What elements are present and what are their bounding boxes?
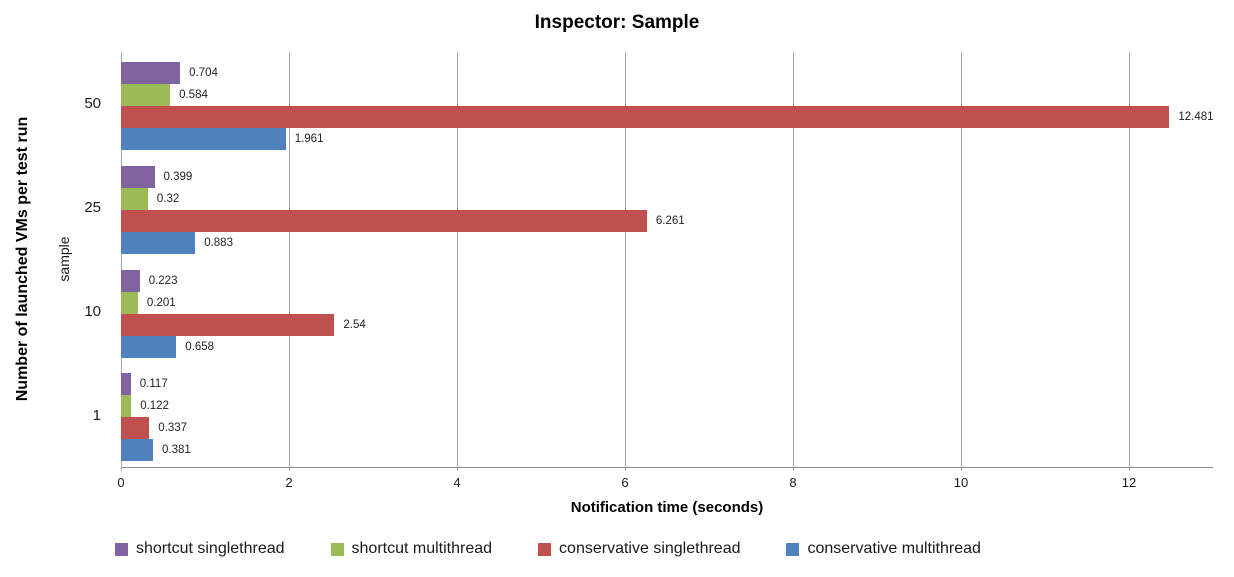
gridline-x-12 bbox=[1129, 52, 1130, 471]
bar-value-label: 0.883 bbox=[204, 236, 233, 249]
legend-item-conservative-multithread: conservative multithread bbox=[786, 540, 981, 558]
bar-shortcut-multithread-10 bbox=[121, 291, 138, 314]
bar-shortcut-singlethread-1 bbox=[121, 373, 131, 396]
x-tick-label-6: 6 bbox=[621, 475, 629, 490]
bar-shortcut-multithread-50 bbox=[121, 84, 171, 106]
bar-value-label: 12.481 bbox=[1178, 111, 1214, 123]
x-axis-title: Notification time (seconds) bbox=[570, 499, 764, 516]
y-category-label-10: 10 bbox=[84, 302, 101, 320]
bar-conservative-singlethread-25 bbox=[121, 209, 647, 232]
plot-area: 0.704 0.584 12.481 1.961 0.399 0.32 6.261 0.883… bbox=[121, 52, 1214, 471]
category-band-10: 0.223 0.201 2.54 0.658 bbox=[121, 260, 1213, 364]
category-band-50: 0.704 0.584 12.481 1.961 bbox=[121, 52, 1214, 156]
x-tick-label-10: 10 bbox=[953, 475, 969, 490]
gridline-x-6 bbox=[625, 52, 626, 471]
bar-value-label: 6.261 bbox=[655, 214, 685, 227]
y-category-label-1: 1 bbox=[92, 406, 101, 424]
legend-swatch-icon bbox=[538, 542, 552, 556]
bar-value-label: 0.32 bbox=[156, 192, 180, 205]
x-tick-label-0: 0 bbox=[117, 475, 125, 490]
bar-value-label: 1.961 bbox=[294, 133, 324, 145]
x-tick-label-8: 8 bbox=[789, 475, 797, 490]
bar-conservative-multithread-50 bbox=[121, 128, 286, 150]
x-tick-label-4: 4 bbox=[453, 475, 461, 490]
bar-value-label: 2.54 bbox=[343, 318, 366, 331]
legend-item-conservative-singlethread: conservative singlethread bbox=[538, 540, 740, 558]
bar-value-label: 0.337 bbox=[158, 422, 188, 435]
category-band-25: 0.399 0.32 6.261 0.883 bbox=[121, 156, 1213, 260]
legend-item-shortcut-multithread: shortcut multithread bbox=[330, 540, 493, 558]
legend-swatch-icon bbox=[786, 542, 800, 556]
bar-value-label: 0.223 bbox=[148, 274, 178, 287]
x-tick-label-2: 2 bbox=[285, 475, 293, 490]
legend-swatch-icon bbox=[115, 542, 128, 556]
bar-shortcut-multithread-1 bbox=[121, 395, 132, 418]
legend-label: conservative singlethread bbox=[559, 540, 741, 557]
bar-conservative-singlethread-50 bbox=[121, 106, 1170, 128]
bar-value-label: 0.117 bbox=[139, 378, 168, 391]
bar-shortcut-multithread-25 bbox=[121, 187, 148, 210]
y-category-label-25: 25 bbox=[84, 199, 101, 217]
bar-value-label: 0.381 bbox=[162, 444, 191, 457]
gridline-x-4 bbox=[457, 52, 458, 471]
gridline-x-0 bbox=[121, 52, 122, 471]
bar-shortcut-singlethread-50 bbox=[121, 62, 181, 84]
legend-label: conservative multithread bbox=[807, 540, 981, 557]
bar-conservative-singlethread-10 bbox=[121, 313, 335, 336]
bar-conservative-singlethread-1 bbox=[121, 417, 150, 440]
bar-value-label: 0.122 bbox=[140, 400, 169, 413]
bar-value-label: 0.704 bbox=[189, 67, 218, 79]
bar-shortcut-singlethread-10 bbox=[121, 269, 140, 292]
bar-value-label: 0.584 bbox=[179, 89, 208, 101]
gridline-x-2 bbox=[289, 52, 290, 471]
category-band-1: 0.117 0.122 0.337 0.381 bbox=[121, 363, 1213, 467]
y-axis-category-labels: 50 25 10 1 bbox=[0, 52, 113, 467]
legend-label: shortcut multithread bbox=[351, 540, 493, 557]
legend-label: shortcut singlethread bbox=[136, 540, 285, 557]
y-category-label-50: 50 bbox=[84, 95, 101, 113]
x-tick-label-12: 12 bbox=[1121, 475, 1137, 490]
legend-item-shortcut-singlethread: shortcut singlethread bbox=[115, 540, 285, 558]
legend-swatch-icon bbox=[330, 542, 344, 556]
bar-shortcut-singlethread-25 bbox=[121, 165, 155, 188]
gridline-x-10 bbox=[961, 52, 962, 471]
bar-value-label: 0.399 bbox=[163, 170, 193, 183]
bar-conservative-multithread-25 bbox=[121, 231, 196, 254]
bar-value-label: 0.201 bbox=[146, 296, 176, 309]
bar-value-label: 0.658 bbox=[185, 340, 215, 353]
legend: shortcut singlethread shortcut multithrea… bbox=[115, 540, 981, 558]
bar-conservative-multithread-1 bbox=[121, 439, 153, 462]
chart-title: Inspector: Sample bbox=[534, 12, 700, 33]
gridline-x-8 bbox=[793, 52, 794, 471]
bar-conservative-multithread-10 bbox=[121, 335, 177, 358]
